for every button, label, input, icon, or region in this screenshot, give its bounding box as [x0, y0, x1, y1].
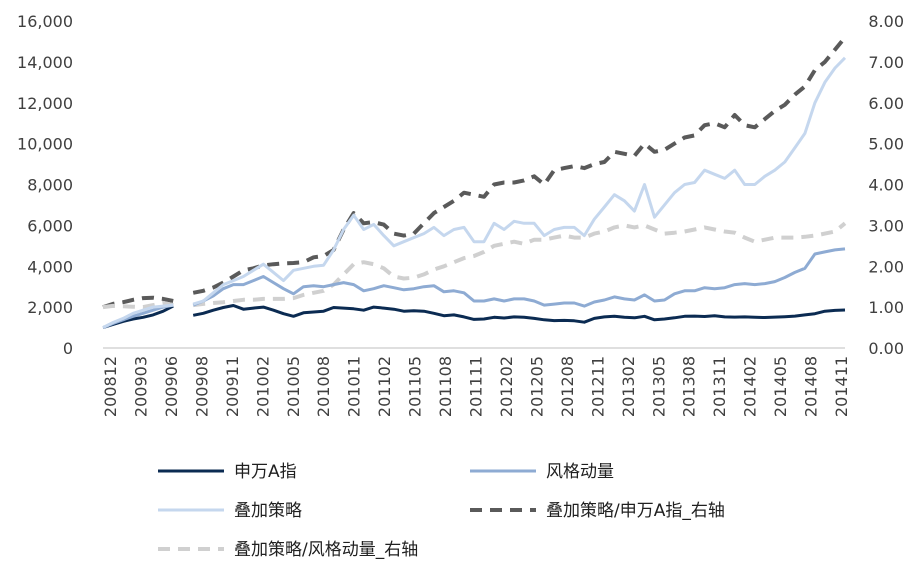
left-axis-tick-label: 0	[63, 339, 73, 358]
x-axis: 200812 200903 200906 200908 200911 201002 2010…	[101, 356, 851, 417]
x-axis-tick-label: 201202	[497, 356, 516, 417]
x-axis-tick-label: 201302	[619, 356, 638, 417]
plot-area	[102, 36, 847, 330]
legend-label-0: 申万A指	[234, 462, 297, 482]
right-axis-tick-label: 5.00	[868, 135, 904, 154]
x-axis-tick-label: 201005	[284, 356, 303, 417]
legend-label-1: 风格动量	[546, 462, 614, 482]
x-axis-tick-label: 201108	[436, 356, 455, 417]
x-axis-tick-label: 200911	[223, 356, 242, 417]
legend-label-3: 叠加策略/申万A指_右轴	[546, 501, 725, 521]
x-axis-tick-label: 201105	[406, 356, 425, 417]
x-axis-tick-label: 201402	[741, 356, 760, 417]
x-axis-tick-label: 201208	[558, 356, 577, 417]
right-axis-tick-label: 1.00	[868, 298, 904, 317]
x-axis-tick-label: 201408	[802, 356, 821, 417]
series-line-0	[102, 304, 846, 330]
legend-label-2: 叠加策略	[234, 501, 302, 521]
x-axis-tick-label: 201102	[375, 356, 394, 417]
left-axis-tick-label: 12,000	[17, 94, 73, 113]
x-axis-tick-label: 201311	[710, 356, 729, 417]
x-axis-tick-label: 201411	[832, 356, 851, 417]
right-axis-tick-label: 0.00	[868, 339, 904, 358]
left-axis-tick-label: 8,000	[27, 176, 73, 195]
left-axis-tick-label: 10,000	[17, 135, 73, 154]
x-axis-tick-label: 201405	[771, 356, 790, 417]
left-axis-tick-label: 2,000	[27, 298, 73, 317]
series-line-3	[102, 36, 847, 310]
right-axis: 0.00 1.00 2.00 3.00 4.00 5.00 6.00 7.00 8.00	[868, 12, 904, 358]
x-axis-tick-label: 201205	[527, 356, 546, 417]
left-axis-tick-label: 14,000	[17, 53, 73, 72]
x-axis-tick-label: 201211	[588, 356, 607, 417]
right-axis-tick-label: 8.00	[868, 12, 904, 31]
x-axis-tick-label: 201002	[253, 356, 272, 417]
right-axis-tick-label: 2.00	[868, 257, 904, 276]
right-axis-tick-label: 3.00	[868, 216, 904, 235]
left-axis-tick-label: 6,000	[27, 216, 73, 235]
x-axis-tick-label: 200908	[192, 356, 211, 417]
series-line-4	[102, 221, 847, 310]
x-axis-tick-label: 201111	[467, 356, 486, 417]
x-axis-tick-label: 201008	[314, 356, 333, 417]
left-axis-tick-label: 16,000	[17, 12, 73, 31]
right-axis-tick-label: 6.00	[868, 94, 904, 113]
left-axis: 0 2,000 4,000 6,000 8,000 10,000 12,000 14,000 1…	[17, 12, 73, 358]
series-line-2	[102, 56, 847, 329]
x-axis-tick-label: 201011	[345, 356, 364, 417]
x-axis-tick-label: 201305	[649, 356, 668, 417]
x-axis-tick-label: 200812	[101, 356, 120, 417]
x-axis-tick-label: 201308	[680, 356, 699, 417]
x-axis-tick-label: 200903	[131, 356, 150, 417]
right-axis-tick-label: 4.00	[868, 176, 904, 195]
x-axis-tick-label: 200906	[162, 356, 181, 417]
right-axis-tick-label: 7.00	[868, 53, 904, 72]
legend-label-4: 叠加策略/风格动量_右轴	[234, 540, 418, 560]
left-axis-tick-label: 4,000	[27, 257, 73, 276]
